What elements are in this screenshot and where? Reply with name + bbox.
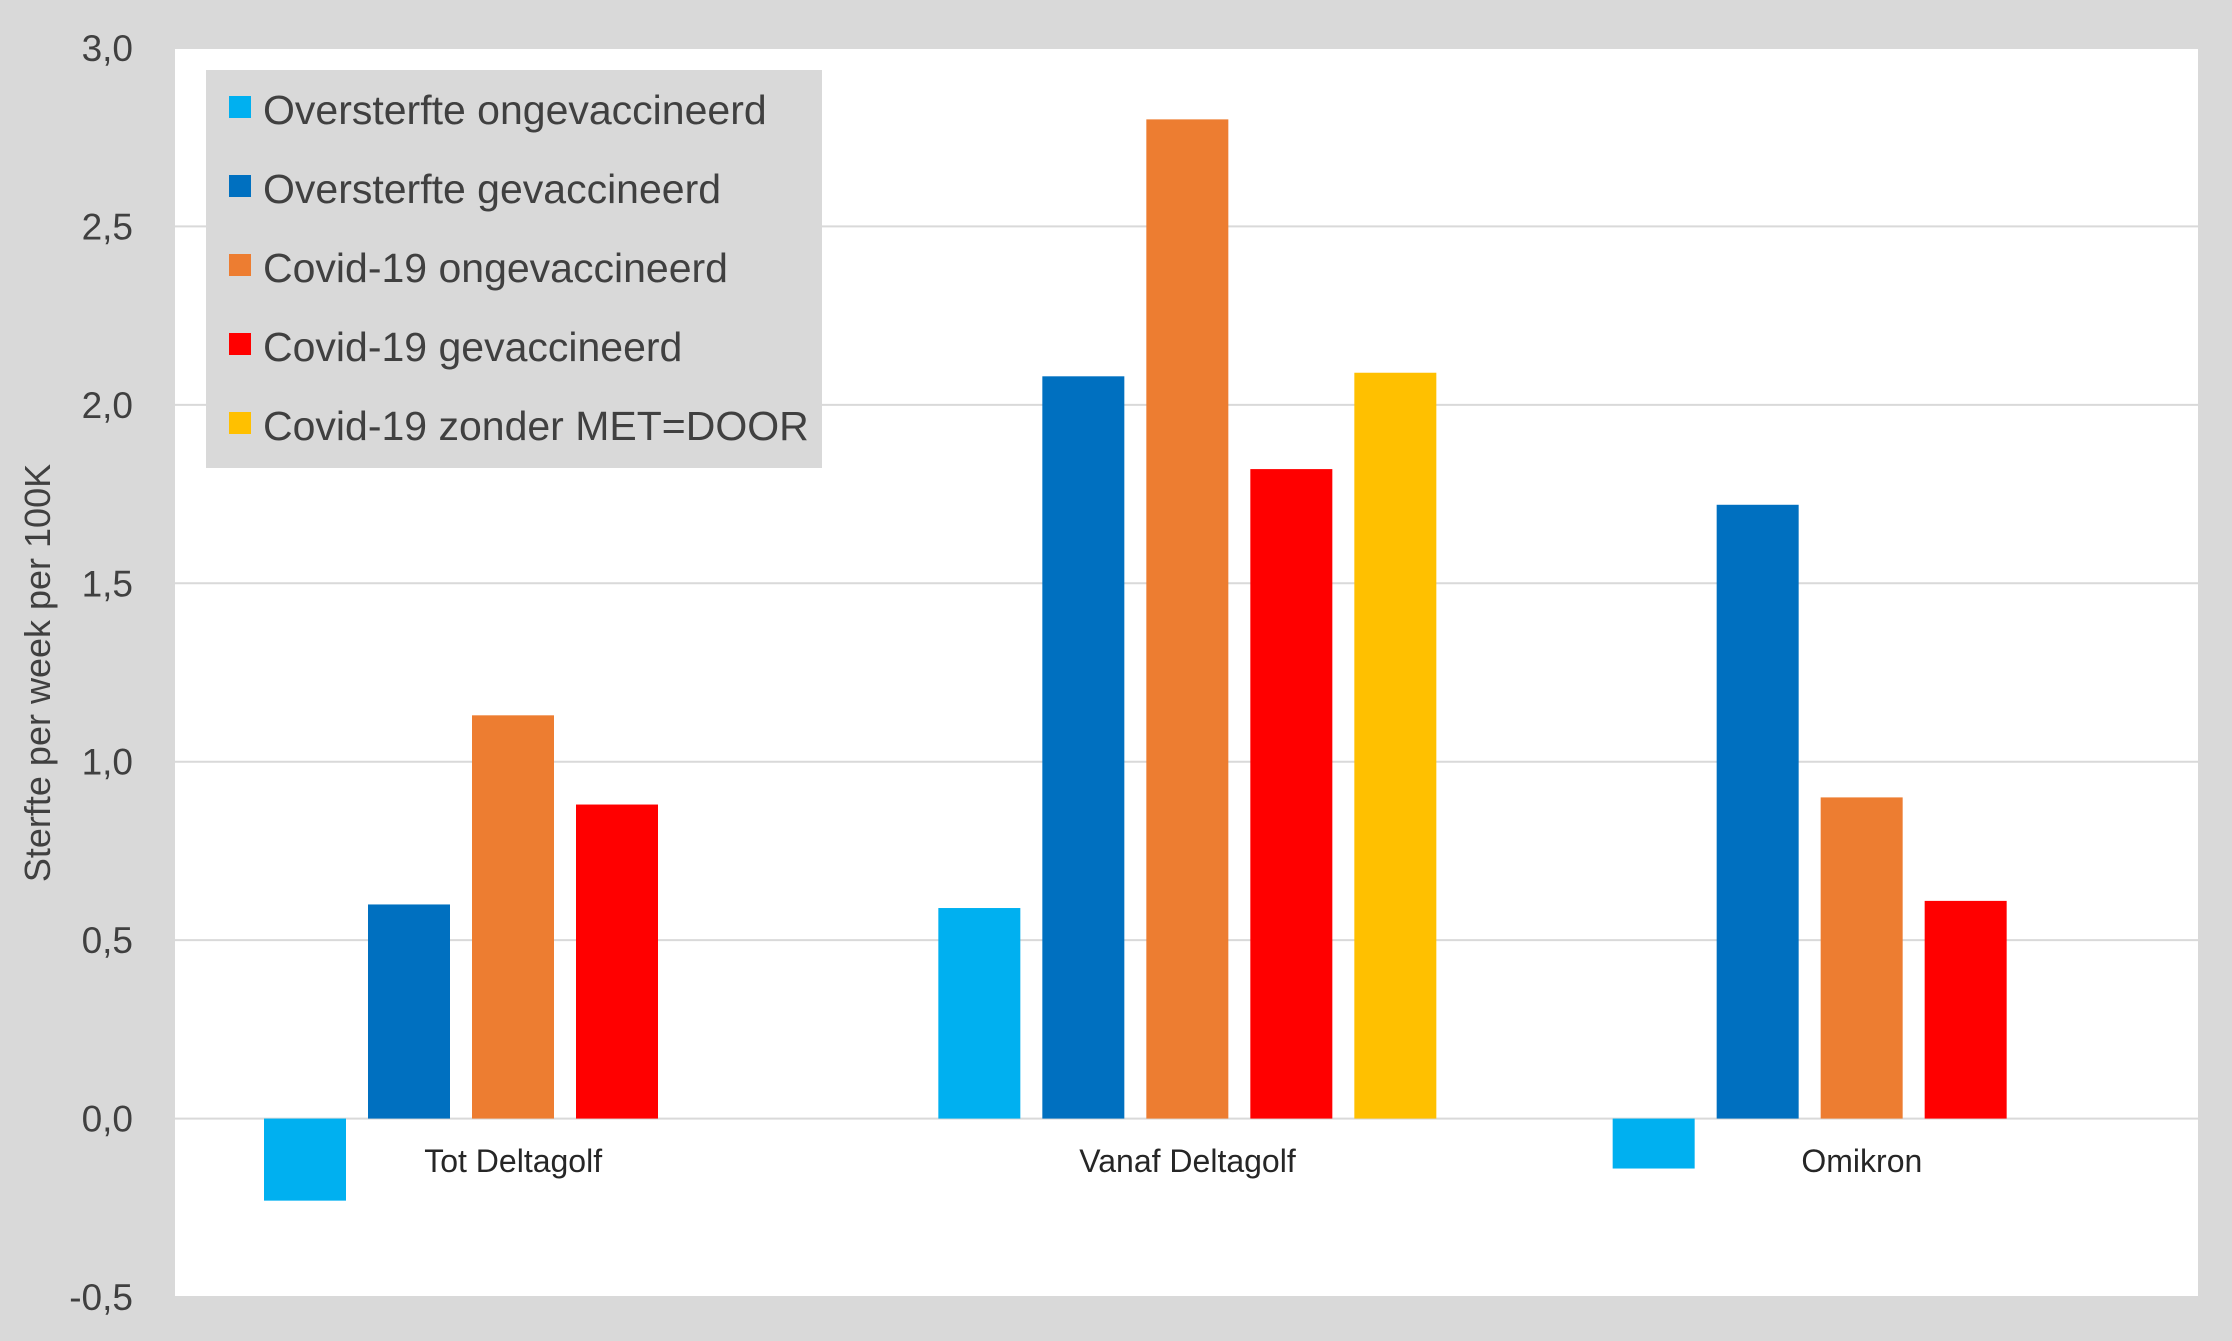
legend-box	[206, 70, 822, 468]
y-tick-label: 0,0	[82, 1099, 133, 1140]
bar-oversterfte-gevaccineerd-0	[368, 904, 450, 1119]
y-axis-ticks: -0,5 0,0 0,5 1,0 1,5 2,0 2,5 3,0	[69, 28, 133, 1318]
bar-covid-19-ongevaccineerd-2	[1820, 797, 1903, 1119]
y-tick-label: 0,5	[82, 920, 133, 961]
bar-covid-19-gevaccineerd-0	[576, 804, 658, 1119]
legend-label: Covid-19 zonder MET=DOOR	[263, 403, 809, 449]
bar-covid-19-ongevaccineerd-0	[472, 715, 554, 1119]
bar-oversterfte-ongevaccineerd-0	[264, 1118, 346, 1201]
bar-oversterfte-ongevaccineerd-1	[938, 908, 1021, 1119]
bar-oversterfte-gevaccineerd-2	[1716, 504, 1799, 1119]
y-axis-label: Sterfte per week per 100K	[17, 464, 58, 882]
x-category-label: Vanaf Deltagolf	[1079, 1143, 1296, 1179]
y-tick-label: 2,0	[82, 385, 133, 426]
bar-covid-19-gevaccineerd-1	[1250, 469, 1333, 1119]
y-tick-label: -0,5	[69, 1277, 133, 1318]
legend-swatch	[229, 412, 251, 434]
bar-oversterfte-ongevaccineerd-2	[1612, 1118, 1695, 1169]
bar-covid-19-gevaccineerd-2	[1924, 900, 2007, 1119]
legend-swatch	[229, 333, 251, 355]
legend-label: Covid-19 gevaccineerd	[263, 324, 682, 370]
x-axis-categories: Tot Deltagolf Vanaf Deltagolf Omikron	[424, 1143, 1922, 1179]
legend-label: Oversterfte ongevaccineerd	[263, 87, 767, 133]
legend: Oversterfte ongevaccineerd Oversterfte ge…	[206, 70, 822, 468]
legend-swatch	[229, 96, 251, 118]
y-tick-label: 3,0	[82, 28, 133, 69]
y-tick-label: 2,5	[82, 206, 133, 247]
legend-swatch	[229, 254, 251, 276]
x-category-label: Omikron	[1801, 1143, 1922, 1179]
legend-label: Oversterfte gevaccineerd	[263, 166, 721, 212]
bar-covid-19-ongevaccineerd-1	[1146, 119, 1229, 1119]
bar-covid-19-zonder-met-door-1	[1354, 372, 1437, 1119]
y-tick-label: 1,5	[82, 563, 133, 604]
legend-swatch	[229, 175, 251, 197]
bar-oversterfte-gevaccineerd-1	[1042, 376, 1125, 1119]
legend-label: Covid-19 ongevaccineerd	[263, 245, 728, 291]
x-category-label: Tot Deltagolf	[424, 1143, 602, 1179]
bars	[264, 119, 2007, 1201]
y-tick-label: 1,0	[82, 742, 133, 783]
